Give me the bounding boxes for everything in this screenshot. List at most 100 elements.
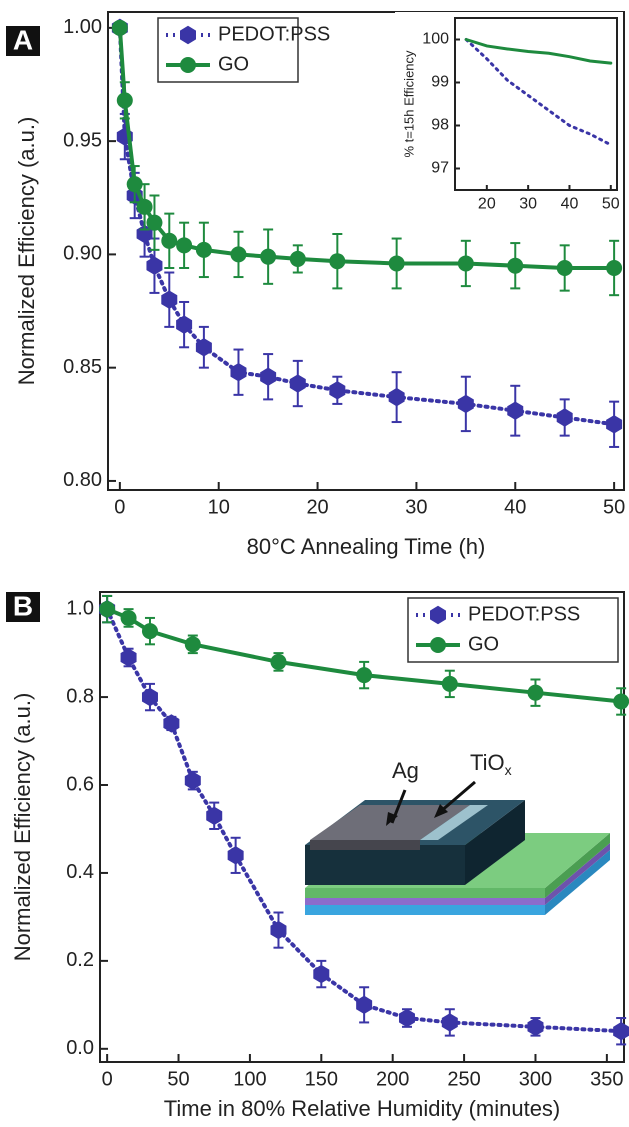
x-tick-label: 300 — [519, 1068, 552, 1090]
marker — [161, 290, 178, 309]
layer — [305, 898, 545, 905]
marker — [457, 394, 474, 414]
x-tick-label: 100 — [233, 1068, 266, 1090]
y-tick-label: 99 — [431, 74, 449, 91]
x-tick-label: 0 — [114, 496, 125, 518]
y-tick-label: 0.90 — [63, 243, 102, 265]
marker — [116, 92, 133, 109]
marker — [230, 362, 247, 382]
x-tick-label: 50 — [603, 496, 625, 518]
y-tick-label: 1.00 — [63, 16, 102, 38]
marker — [329, 381, 346, 400]
marker — [457, 255, 474, 272]
marker — [556, 259, 573, 276]
marker — [289, 250, 306, 267]
layer — [305, 888, 545, 898]
marker — [176, 237, 193, 254]
x-tick-label: 40 — [561, 196, 579, 213]
x-tick-label: 50 — [602, 196, 620, 213]
marker — [441, 1013, 458, 1032]
marker — [527, 684, 544, 701]
marker — [141, 623, 158, 640]
y-tick-label: 97 — [431, 160, 449, 177]
marker — [227, 846, 244, 865]
x-tick-label: 150 — [305, 1068, 338, 1090]
legend-box — [157, 17, 299, 83]
marker — [260, 367, 277, 386]
legend-label: PEDOT:PSS — [218, 23, 330, 45]
block — [465, 800, 525, 885]
marker — [527, 1017, 544, 1037]
marker — [507, 257, 524, 274]
marker — [136, 198, 153, 215]
legend-marker — [430, 605, 446, 625]
marker — [120, 609, 137, 626]
y-tick-label: 1.0 — [66, 597, 94, 619]
plot-frame — [99, 591, 625, 1063]
layer — [545, 850, 610, 915]
marker — [329, 253, 346, 270]
layer — [305, 905, 545, 915]
marker — [161, 232, 178, 249]
x-tick-label: 30 — [519, 196, 537, 213]
legend-label: GO — [468, 633, 499, 655]
block — [305, 845, 465, 885]
marker — [441, 675, 458, 692]
marker — [356, 667, 373, 684]
legend-marker — [180, 57, 196, 73]
tiox-layer — [420, 805, 488, 840]
chart: 20 30 40 50 97 98 99 100 % t=15h Efficiency — [401, 17, 620, 213]
label-tiox: TiOx — [470, 750, 512, 778]
marker — [230, 246, 247, 263]
marker — [507, 401, 524, 420]
y-tick-label: 0.95 — [63, 129, 102, 151]
y-tick-label: 0.6 — [66, 773, 94, 795]
marker — [195, 338, 212, 357]
marker — [184, 636, 201, 653]
marker — [388, 387, 405, 407]
marker — [613, 693, 629, 710]
layer — [545, 833, 610, 898]
marker — [120, 648, 137, 667]
marker — [613, 1022, 629, 1041]
x-tick-label: 40 — [504, 496, 526, 518]
plot-frame — [107, 11, 625, 491]
panel-label: A — [13, 24, 33, 55]
y-tick-label: 0.4 — [66, 861, 94, 883]
y-tick-label: 0.2 — [66, 949, 94, 971]
marker — [141, 687, 158, 707]
arrow — [439, 780, 476, 814]
layer — [545, 843, 610, 905]
x-tick-label: 10 — [208, 496, 230, 518]
marker — [126, 176, 143, 193]
x-tick-label: 30 — [405, 496, 427, 518]
y-axis-title: % t=15h Efficiency — [401, 50, 416, 158]
inset-bg — [395, 12, 623, 212]
y-tick-label: 100 — [422, 31, 449, 48]
y-tick-label: 0.80 — [63, 469, 102, 491]
y-tick-label: 0.8 — [66, 685, 94, 707]
x-axis-title: 80°C Annealing Time (h) — [247, 534, 486, 559]
marker — [146, 256, 163, 275]
marker — [163, 714, 180, 733]
legend-label: GO — [218, 53, 249, 75]
y-tick-label: 0.85 — [63, 356, 102, 378]
x-axis-title: Time in 80% Relative Humidity (minutes) — [164, 1096, 561, 1121]
label-ag: Ag — [392, 758, 419, 783]
panel-label-box — [6, 26, 40, 56]
device-diagram: Ag TiOx — [305, 750, 610, 915]
y-tick-label: 98 — [431, 117, 449, 134]
ag-electrode — [310, 840, 420, 850]
marker — [388, 255, 405, 272]
marker — [313, 964, 330, 984]
marker — [270, 653, 287, 670]
marker — [606, 259, 623, 276]
marker — [146, 214, 163, 231]
marker — [606, 415, 623, 434]
chart: 0 50 100 150 200 250 300 350 0.0 0.2 0.4 0.6 0.8 1.0 T… — [6, 590, 629, 1121]
label-tiox-sub: x — [505, 762, 512, 778]
x-tick-label: 250 — [447, 1068, 480, 1090]
marker — [260, 248, 277, 265]
label-tiox-main: TiO — [470, 750, 505, 775]
